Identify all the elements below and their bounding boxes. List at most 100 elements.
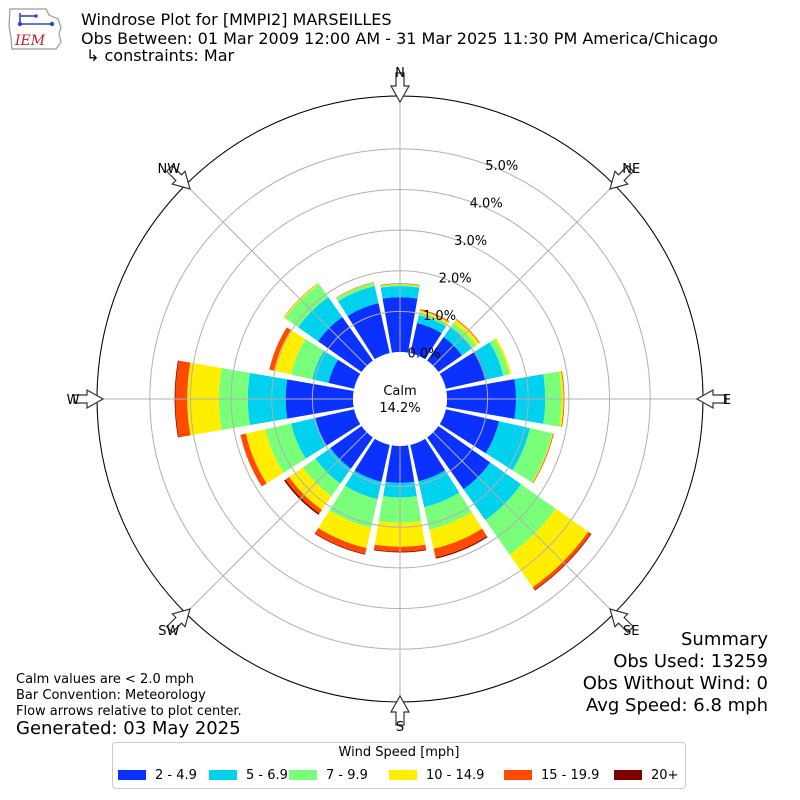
bar-WNW-5 — [269, 327, 291, 371]
flow-arrow-S — [389, 694, 411, 726]
legend-swatch — [118, 770, 146, 780]
bar-SE-5 — [532, 531, 591, 590]
bar-ENE-2 — [474, 342, 504, 380]
windrose-bars — [174, 282, 592, 591]
bar-E-5 — [561, 370, 565, 428]
bar-N-4 — [380, 283, 420, 287]
radial-tick-label: 1.0% — [423, 309, 456, 324]
grid-spoke — [432, 184, 615, 367]
chart-title: Windrose Plot for [MMPI2] MARSEILLES — [81, 10, 392, 29]
bar-WSW-1 — [315, 409, 361, 446]
legend-label: 15 - 19.9 — [541, 767, 600, 783]
radial-tick-label: 3.0% — [454, 234, 487, 249]
flow-note: Flow arrows relative to plot center. — [16, 704, 242, 719]
grid-spoke — [185, 184, 368, 367]
bar-ESE-2 — [485, 421, 530, 471]
bar-ENE-3 — [489, 339, 510, 376]
summary-obs-used: Obs Used: 13259 — [613, 651, 768, 672]
bar-WNW-3 — [290, 339, 324, 380]
bar-SSE-1 — [410, 438, 446, 482]
bar-NNE-4 — [419, 310, 449, 324]
legend-item: 10 - 14.9 — [389, 768, 484, 783]
legend-label: 2 - 4.9 — [155, 767, 197, 783]
bar-SSE-6 — [435, 536, 488, 559]
bar-SSW-1 — [354, 438, 390, 482]
direction-label-SW: SW — [158, 624, 179, 639]
legend: Wind Speed [mph] 2 - 4.9 5 - 6.9 7 - 9.9 10… — [112, 742, 686, 789]
flow-arrow-NW — [165, 164, 191, 190]
calm-label: Calm — [383, 384, 416, 399]
bar-WSW-3 — [265, 423, 306, 473]
bar-SSW-3 — [329, 485, 378, 528]
bar-WSW-4 — [245, 429, 284, 484]
bar-WNW-2 — [312, 350, 338, 383]
summary-avg-speed: Avg Speed: 6.8 mph — [586, 695, 768, 716]
chart-subtitle: Obs Between: 01 Mar 2009 12:00 AM - 31 M… — [81, 29, 719, 48]
legend-swatch — [389, 770, 417, 780]
legend-swatch — [504, 770, 532, 780]
bar-WNW-4 — [274, 329, 306, 375]
bar-NW-4 — [284, 283, 320, 319]
chart-constraints: ↳ constraints: Mar — [86, 46, 235, 65]
direction-label-N: N — [395, 66, 405, 81]
summary-obs-without-wind: Obs Without Wind: 0 — [582, 673, 768, 694]
bar-W-6 — [174, 360, 179, 438]
legend-swatch — [209, 770, 237, 780]
radial-tick-label: 5.0% — [485, 159, 518, 174]
legend-item: 2 - 4.9 — [118, 767, 197, 783]
bar-SSW-2 — [345, 470, 382, 500]
bar-SSE-3 — [424, 492, 472, 530]
radial-tick-labels: 0.0% 1.0% 2.0% 3.0% 4.0% 5.0% — [407, 159, 518, 362]
bar-NE-5 — [455, 319, 480, 344]
grid-spoke — [432, 431, 615, 614]
radial-tick-label: 4.0% — [470, 196, 503, 211]
direction-labels: N NE E SE S SW W NW — [67, 66, 732, 735]
direction-label-NE: NE — [622, 162, 640, 177]
calm-circle — [353, 352, 447, 446]
flow-arrow-SW — [165, 608, 191, 634]
summary-heading: Summary — [681, 629, 768, 650]
legend-item: 15 - 19.9 — [504, 767, 600, 783]
convention-note: Bar Convention: Meteorology — [16, 688, 206, 703]
bar-NNW-1 — [347, 303, 390, 360]
calm-value: 14.2% — [379, 401, 420, 416]
legend-swatch — [289, 770, 317, 780]
flow-arrow-W — [73, 388, 105, 410]
direction-label-W: W — [67, 393, 80, 408]
flow-arrow-E — [695, 388, 727, 410]
bar-E-4 — [559, 371, 564, 427]
bar-WSW-5 — [240, 433, 267, 487]
bar-SSE-4 — [429, 512, 483, 549]
bar-SSE-2 — [418, 470, 460, 508]
bar-ESE-1 — [439, 409, 499, 454]
bar-SSE-5 — [433, 528, 487, 558]
radial-tick-label: 2.0% — [439, 271, 472, 286]
flow-arrow-NE — [609, 164, 635, 190]
bar-ENE-1 — [439, 351, 487, 389]
calm-center: Calm 14.2% — [353, 352, 447, 446]
legend-item: 5 - 6.9 — [209, 768, 288, 783]
legend-swatch — [614, 770, 642, 780]
bar-NNE-5 — [419, 309, 450, 323]
bar-SSW-5 — [315, 527, 367, 554]
direction-label-S: S — [396, 720, 404, 735]
bar-SSW-4 — [318, 510, 372, 548]
bar-NNW-2 — [338, 286, 379, 317]
legend-title: Wind Speed [mph] — [338, 745, 460, 760]
bar-N-3 — [380, 284, 420, 288]
bar-NNW-3 — [336, 282, 375, 302]
radial-tick-label: 0.0% — [407, 347, 440, 362]
generated-date: Generated: 03 May 2025 — [16, 718, 241, 739]
bar-NNE-1 — [410, 323, 442, 360]
bar-SW-6 — [284, 479, 320, 515]
bar-N-6 — [380, 283, 420, 286]
grid-spoke — [185, 431, 368, 614]
legend-item: 20+ — [614, 767, 679, 783]
flow-arrow-SE — [609, 608, 635, 634]
logo-text: IEM — [14, 33, 46, 49]
legend-label: 20+ — [651, 767, 679, 783]
bar-ENE-4 — [494, 337, 512, 375]
flow-arrow-N — [389, 72, 411, 104]
direction-label-E: E — [723, 393, 731, 408]
